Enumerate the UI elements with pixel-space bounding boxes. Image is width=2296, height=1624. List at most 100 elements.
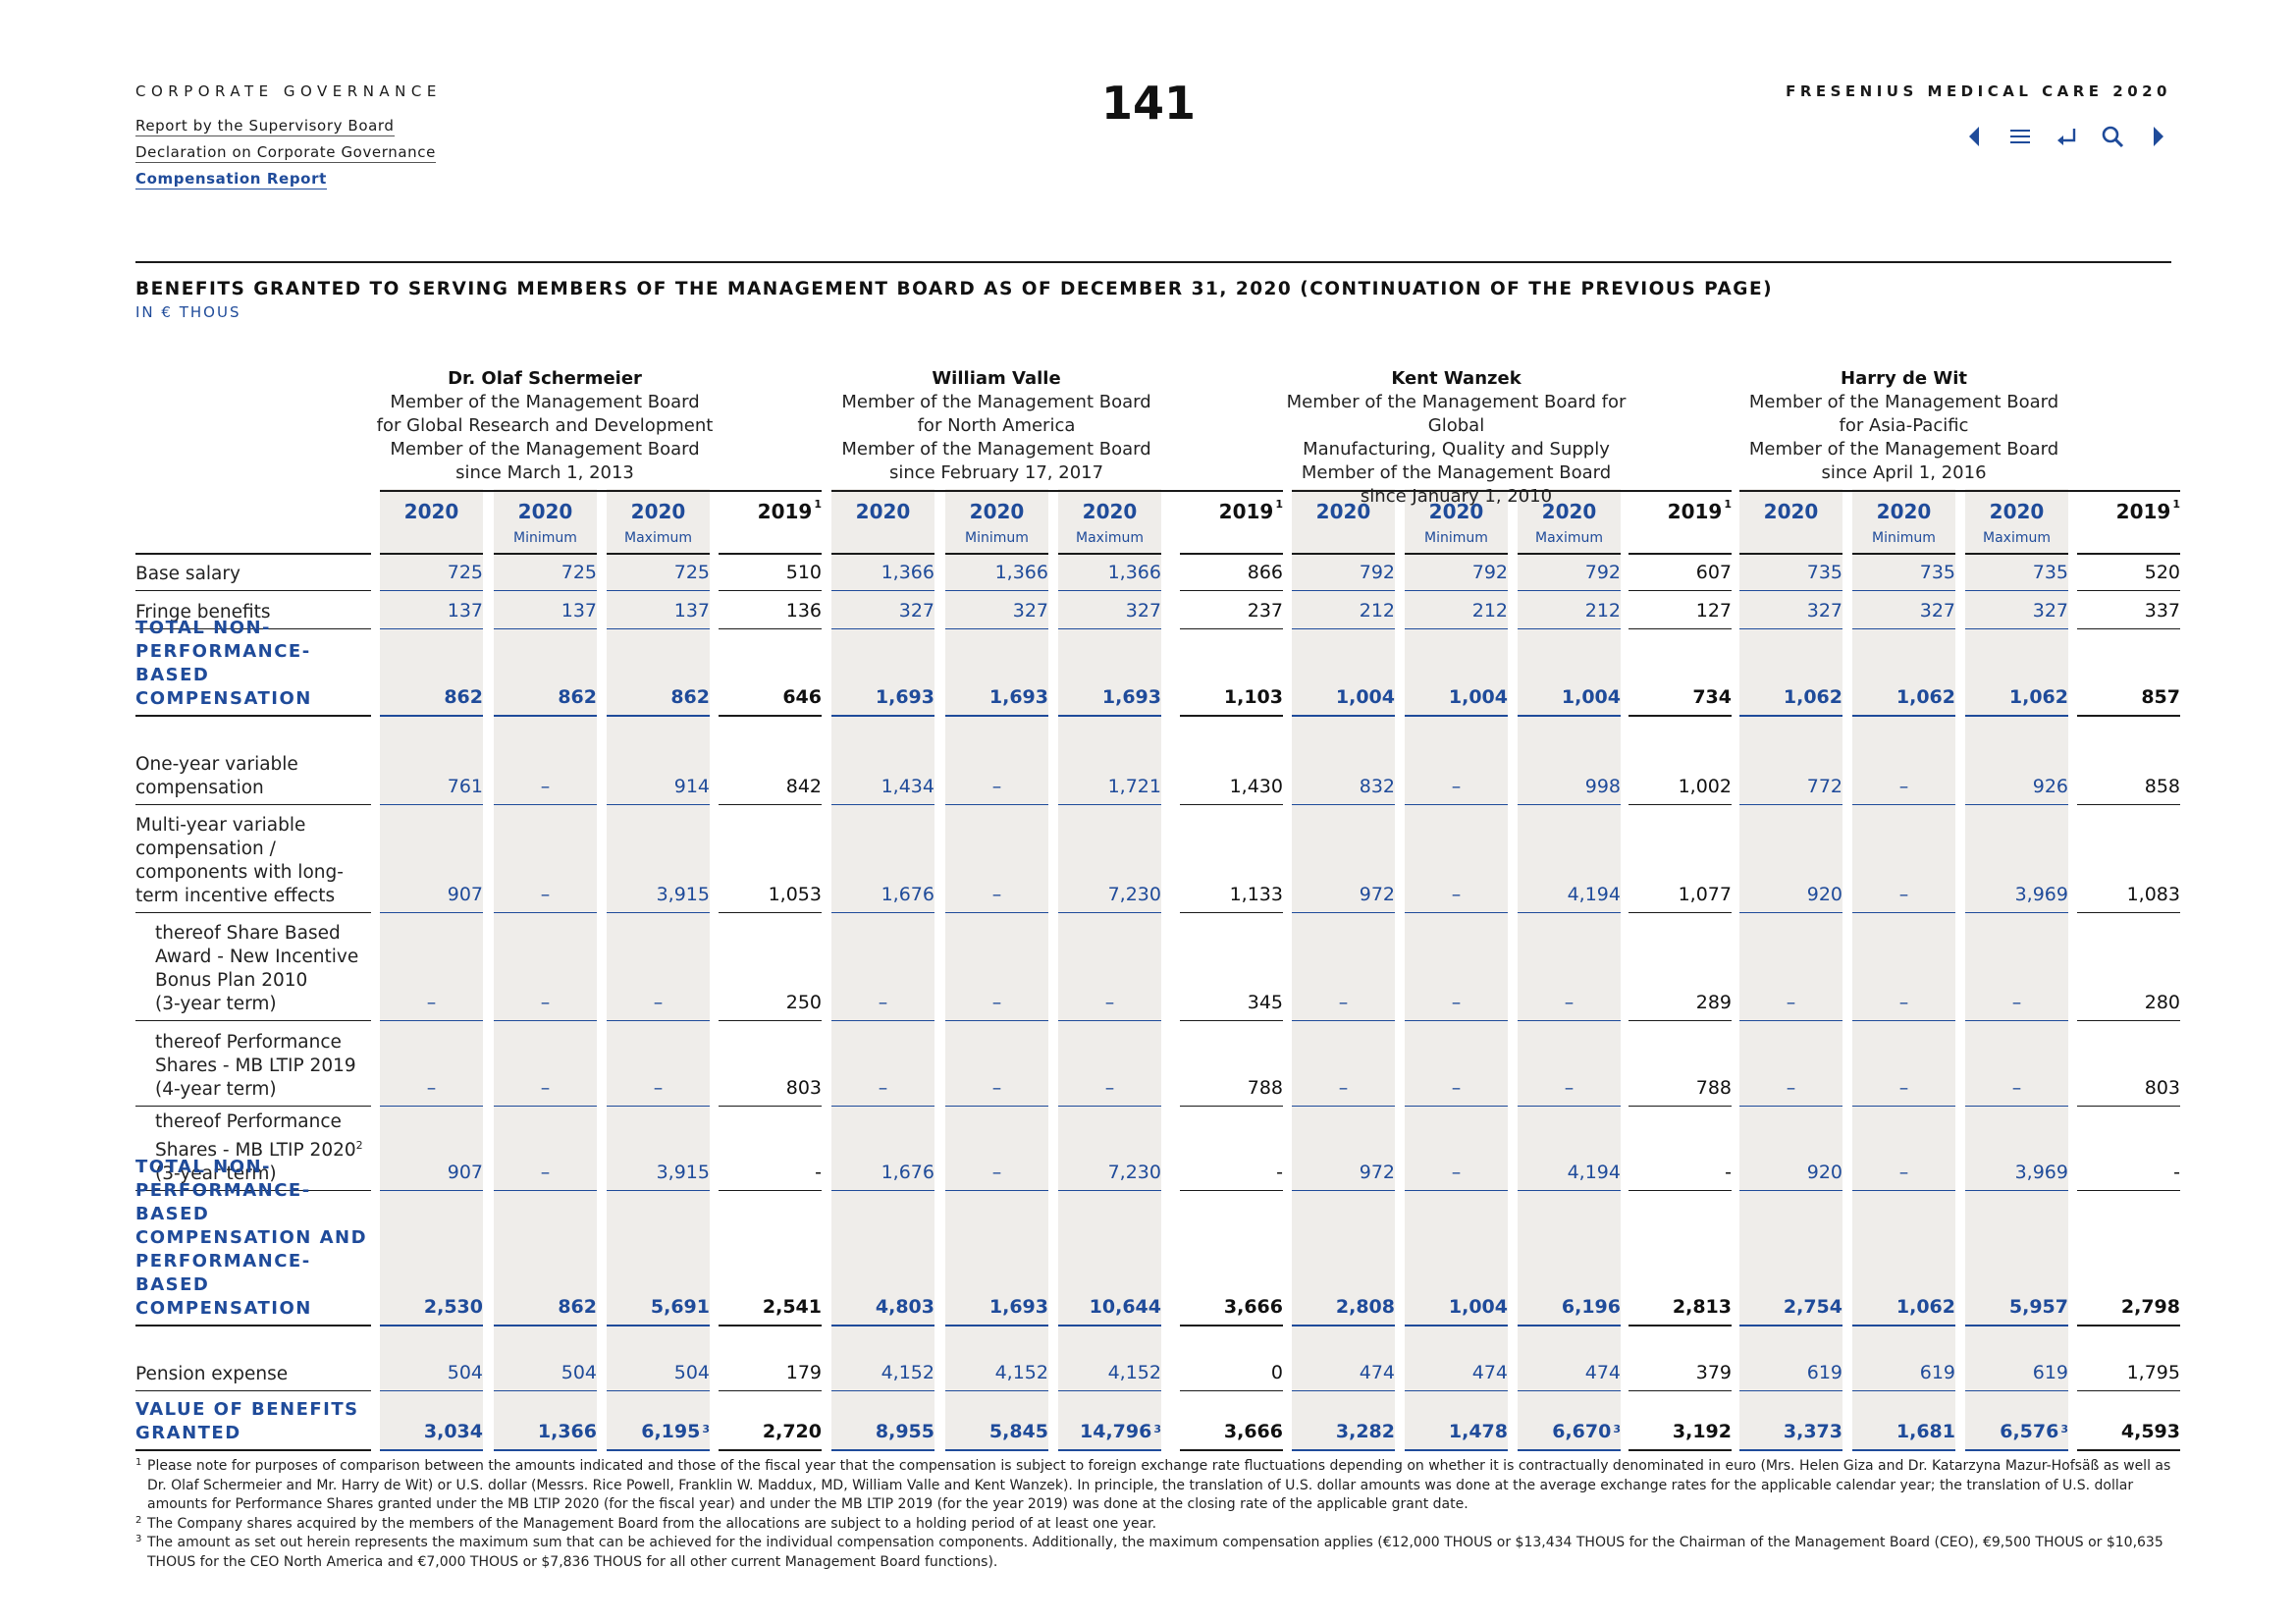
search-icon[interactable]	[2100, 124, 2125, 149]
column-shading	[1739, 489, 1842, 1451]
cell-rule	[1058, 1325, 1161, 1326]
row-label-line: (4-year term)	[155, 1079, 277, 1100]
cell-rule	[945, 1020, 1048, 1021]
cell-rule	[1739, 912, 1842, 913]
cell-rule	[831, 715, 934, 717]
table-cell: 1,478	[1405, 1420, 1508, 1443]
cell-rule	[1180, 1390, 1283, 1391]
cell-value: 1,693	[875, 686, 934, 708]
cell-value: 858	[2144, 776, 2180, 797]
table-cell: –	[607, 991, 710, 1014]
back-icon[interactable]	[2054, 124, 2079, 149]
table-cell: 137	[494, 599, 597, 623]
table-cell: 1,062	[1965, 685, 2068, 709]
previous-page-icon[interactable]	[1961, 124, 1987, 149]
row-label: thereof Performance Shares - MB LTIP 2019…	[135, 1027, 371, 1102]
cell-value: 237	[1247, 600, 1283, 622]
column-header-rule	[2077, 553, 2180, 555]
nav-link-corporate-governance[interactable]: Declaration on Corporate Governance	[135, 143, 436, 163]
table-cell: –	[494, 775, 597, 798]
footnote-mark: 2	[135, 1514, 142, 1526]
table-cell: 5,845	[945, 1420, 1048, 1443]
column-shading	[1292, 489, 1395, 1451]
cell-value: –	[426, 1077, 437, 1099]
table-cell: 327	[1965, 599, 2068, 623]
cell-rule	[1058, 715, 1161, 717]
table-cell: –	[380, 1076, 483, 1100]
cell-rule	[1405, 1390, 1508, 1391]
table-cell: 345	[1180, 991, 1283, 1014]
table-cell: 858	[2077, 775, 2180, 798]
nav-link-compensation-report[interactable]: Compensation Report	[135, 170, 327, 189]
column-year-header: 2020	[1739, 500, 1842, 523]
cell-rule	[1629, 1190, 1732, 1191]
cell-value: 337	[2144, 600, 2180, 622]
cell-value: –	[1898, 776, 1909, 797]
person-role-line: Member of the Management Board	[841, 392, 1151, 412]
cell-value: 772	[1806, 776, 1842, 797]
nav-link-supervisory-report[interactable]: Report by the Supervisory Board	[135, 117, 395, 136]
cell-value: 3,192	[1672, 1421, 1732, 1442]
cell-value: 327	[1125, 600, 1161, 622]
cell-rule	[1739, 1390, 1842, 1391]
table-cell: 3,192	[1629, 1420, 1732, 1443]
cell-rule	[1852, 628, 1955, 629]
footnote-mark: 3	[702, 1423, 710, 1435]
next-page-icon[interactable]	[2146, 124, 2171, 149]
cell-value: –	[1564, 992, 1575, 1013]
cell-value: 2,530	[423, 1296, 483, 1318]
table-cell: 862	[380, 685, 483, 709]
person-role-line: Member of the Management Board	[390, 439, 700, 460]
cell-value: 803	[785, 1077, 822, 1099]
column-sub-header: Maximum	[1076, 530, 1144, 546]
footnote-mark: 2	[355, 1138, 363, 1152]
cell-value: 725	[447, 562, 483, 583]
cell-value: 735	[1919, 562, 1955, 583]
cell-value: 127	[1695, 600, 1732, 622]
menu-icon[interactable]	[2007, 124, 2033, 149]
cell-value: 510	[785, 562, 822, 583]
column-year-header: 2020	[1058, 500, 1161, 523]
row-label: TOTAL NON- PERFORMANCE-BASED COMPENSATION …	[135, 1157, 371, 1321]
cell-rule	[1629, 628, 1732, 629]
table-cell: 280	[2077, 991, 2180, 1014]
cell-rule	[607, 1325, 710, 1326]
cell-rule	[494, 1020, 597, 1021]
cell-value: 504	[447, 1362, 483, 1383]
section-title: CORPORATE GOVERNANCE	[135, 82, 442, 100]
table-cell: –	[1852, 775, 1955, 798]
cell-value: 972	[1359, 1162, 1395, 1183]
cell-rule	[1965, 804, 2068, 805]
cell-value: 6,196	[1561, 1296, 1621, 1318]
footnote-mark: 1	[2172, 498, 2180, 511]
table-cell: –	[945, 883, 1048, 906]
cell-value: –	[540, 1162, 551, 1183]
footnote-text: Please note for purposes of comparison b…	[147, 1458, 2171, 1512]
table-cell: 619	[1852, 1361, 1955, 1384]
cell-value: 504	[673, 1362, 710, 1383]
cell-rule	[945, 1190, 1048, 1191]
column-year-header: 2020	[494, 500, 597, 523]
cell-value: 792	[1584, 562, 1621, 583]
column-header-rule	[719, 553, 822, 555]
cell-value: –	[1786, 1077, 1796, 1099]
cell-rule	[1058, 912, 1161, 913]
table-cell: 792	[1292, 561, 1395, 584]
cell-value: 3,034	[423, 1421, 483, 1442]
cell-rule	[1852, 804, 1955, 805]
column-header-rule	[1739, 553, 1842, 555]
table-cell: 1,077	[1629, 883, 1732, 906]
cell-rule	[607, 590, 710, 591]
table-cell: 327	[1852, 599, 1955, 623]
cell-value: –	[1451, 1077, 1462, 1099]
cell-value: 2,720	[762, 1421, 822, 1442]
cell-rule	[1518, 1325, 1621, 1326]
row-label-rule	[135, 715, 371, 717]
cell-rule	[380, 912, 483, 913]
table-cell: 2,754	[1739, 1295, 1842, 1319]
table-cell: 725	[607, 561, 710, 584]
cell-value: 619	[2032, 1362, 2068, 1383]
table-cell: 137	[380, 599, 483, 623]
cell-rule	[1292, 715, 1395, 717]
table-cell: –	[1405, 1161, 1508, 1184]
